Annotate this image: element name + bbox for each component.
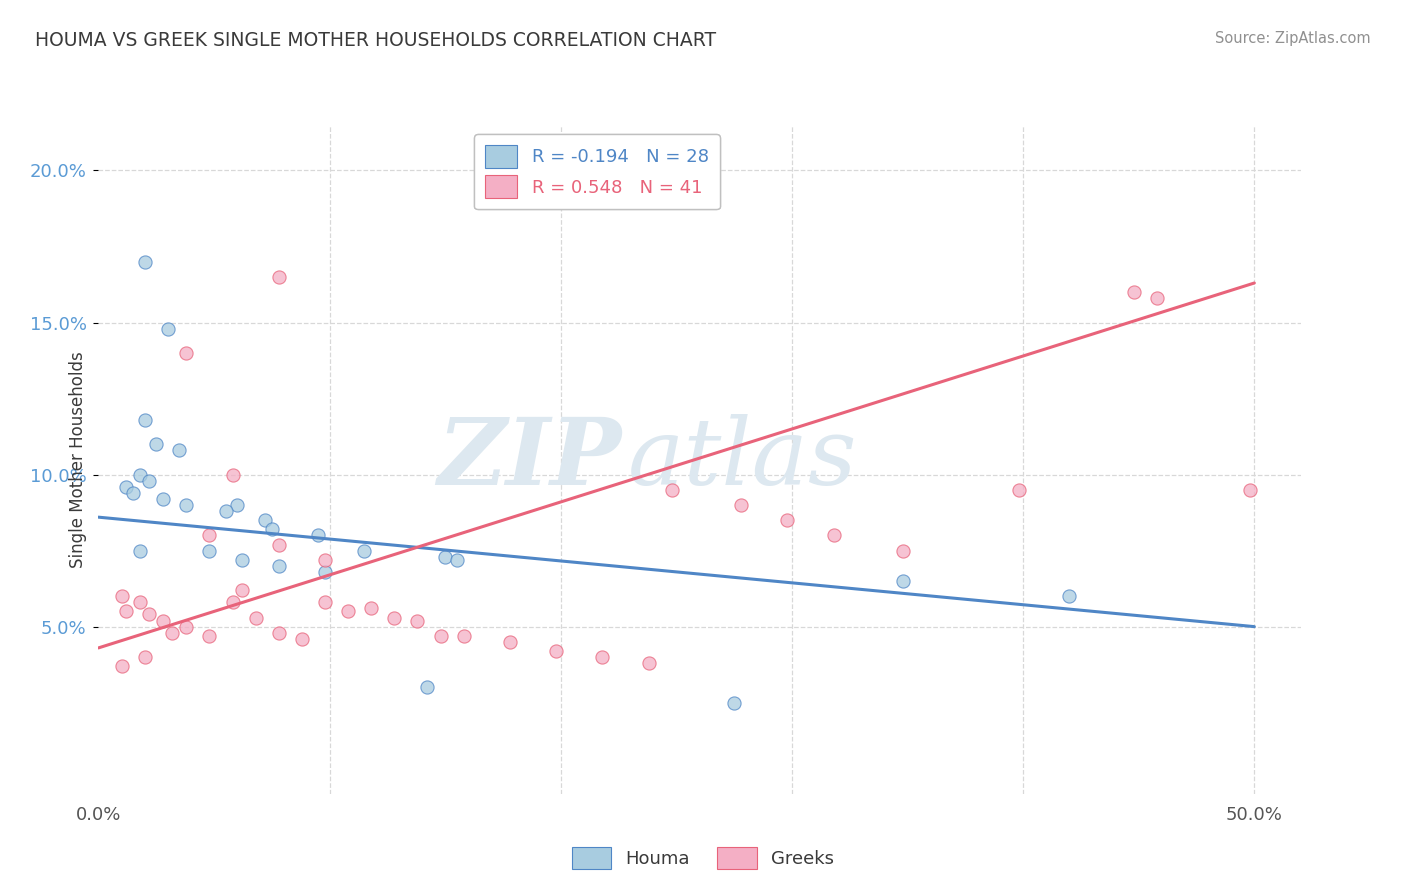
Point — [661, 483, 683, 497]
Point — [260, 522, 283, 536]
Text: Source: ZipAtlas.com: Source: ZipAtlas.com — [1215, 31, 1371, 46]
Point — [382, 610, 405, 624]
Point — [110, 589, 132, 603]
Point — [231, 583, 253, 598]
Point — [226, 498, 249, 512]
Point — [221, 595, 243, 609]
Point — [307, 528, 329, 542]
Point — [1239, 483, 1261, 497]
Point — [138, 607, 160, 622]
Point — [129, 543, 152, 558]
Point — [145, 437, 167, 451]
Point — [291, 632, 314, 646]
Point — [162, 625, 184, 640]
Point — [1059, 589, 1081, 603]
Point — [169, 443, 191, 458]
Point — [1007, 483, 1029, 497]
Point — [1123, 285, 1146, 300]
Point — [314, 595, 336, 609]
Point — [231, 552, 253, 567]
Point — [406, 614, 429, 628]
Point — [115, 604, 138, 618]
Point — [214, 504, 236, 518]
Point — [129, 595, 152, 609]
Text: atlas: atlas — [627, 415, 856, 504]
Point — [134, 413, 156, 427]
Point — [115, 480, 138, 494]
Point — [134, 254, 156, 268]
Y-axis label: Single Mother Households: Single Mother Households — [69, 351, 87, 567]
Point — [360, 601, 382, 615]
Point — [174, 619, 197, 633]
Point — [499, 635, 522, 649]
Point — [156, 321, 179, 335]
Point — [267, 625, 290, 640]
Legend: R = -0.194   N = 28, R = 0.548   N = 41: R = -0.194 N = 28, R = 0.548 N = 41 — [474, 134, 720, 210]
Text: ZIP: ZIP — [437, 415, 621, 504]
Point — [730, 498, 752, 512]
Point — [245, 610, 267, 624]
Point — [891, 543, 914, 558]
Point — [198, 543, 221, 558]
Point — [891, 574, 914, 588]
Point — [314, 552, 336, 567]
Point — [267, 269, 290, 284]
Point — [174, 498, 197, 512]
Point — [434, 549, 457, 564]
Point — [446, 552, 468, 567]
Point — [267, 558, 290, 573]
Point — [429, 629, 451, 643]
Point — [415, 681, 437, 695]
Point — [129, 467, 152, 482]
Point — [337, 604, 360, 618]
Point — [823, 528, 845, 542]
Text: HOUMA VS GREEK SINGLE MOTHER HOUSEHOLDS CORRELATION CHART: HOUMA VS GREEK SINGLE MOTHER HOUSEHOLDS … — [35, 31, 716, 50]
Point — [546, 644, 568, 658]
Point — [122, 485, 145, 500]
Point — [776, 513, 799, 527]
Legend: Houma, Greeks: Houma, Greeks — [564, 839, 842, 876]
Point — [591, 650, 613, 665]
Point — [221, 467, 243, 482]
Point — [637, 656, 659, 670]
Point — [314, 565, 336, 579]
Point — [267, 537, 290, 551]
Point — [152, 491, 174, 506]
Point — [453, 629, 475, 643]
Point — [723, 696, 745, 710]
Point — [253, 513, 276, 527]
Point — [134, 650, 156, 665]
Point — [353, 543, 375, 558]
Point — [152, 614, 174, 628]
Point — [110, 659, 132, 673]
Point — [138, 474, 160, 488]
Point — [1146, 291, 1168, 305]
Point — [198, 629, 221, 643]
Point — [174, 346, 197, 360]
Point — [198, 528, 221, 542]
